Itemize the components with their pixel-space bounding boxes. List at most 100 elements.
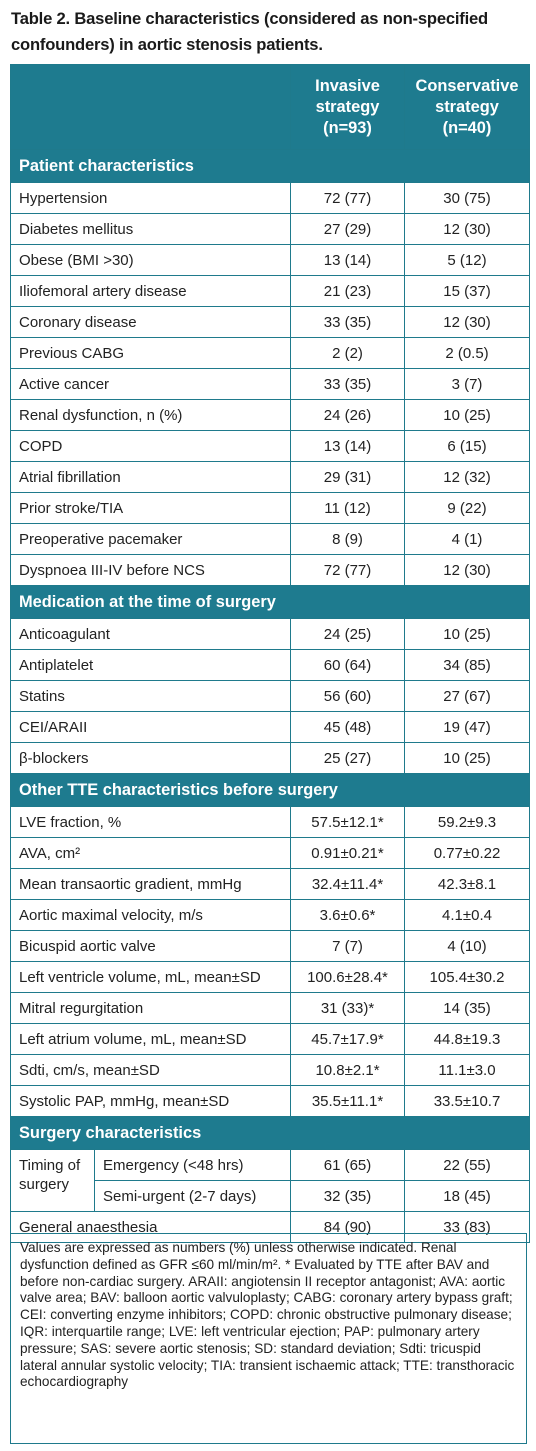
conservative-value: 9 (22) xyxy=(404,492,530,524)
invasive-value: 72 (77) xyxy=(290,182,405,214)
table-row: Mean transaortic gradient, mmHg 32.4±11.4… xyxy=(10,868,530,900)
table-row: Aortic maximal velocity, m/s 3.6±0.6* 4.1±… xyxy=(10,899,530,931)
conservative-value: 4 (1) xyxy=(404,523,530,555)
row-label: Left ventricle volume, mL, mean±SD xyxy=(10,961,291,993)
invasive-value: 27 (29) xyxy=(290,213,405,245)
conservative-value: 14 (35) xyxy=(404,992,530,1024)
conservative-value: 5 (12) xyxy=(404,244,530,276)
timing-group-cell: Timing of surgery xyxy=(10,1149,95,1212)
conservative-value: 12 (30) xyxy=(404,213,530,245)
table-row: Renal dysfunction, n (%) 24 (26) 10 (25) xyxy=(10,399,530,431)
row-label: Mean transaortic gradient, mmHg xyxy=(10,868,291,900)
invasive-value: 21 (23) xyxy=(290,275,405,307)
invasive-value: 10.8±2.1* xyxy=(290,1054,405,1086)
invasive-value: 13 (14) xyxy=(290,244,405,276)
conservative-value: 3 (7) xyxy=(404,368,530,400)
table-row: Hypertension 72 (77) 30 (75) xyxy=(10,182,530,214)
conservative-value: 2 (0.5) xyxy=(404,337,530,369)
row-label: LVE fraction, % xyxy=(10,806,291,838)
invasive-value: 100.6±28.4* xyxy=(290,961,405,993)
invasive-value: 60 (64) xyxy=(290,649,405,681)
invasive-value: 57.5±12.1* xyxy=(290,806,405,838)
row-label: Dyspnoea III-IV before NCS xyxy=(10,554,291,586)
invasive-value: 61 (65) xyxy=(290,1149,405,1181)
table-row: Previous CABG 2 (2) 2 (0.5) xyxy=(10,337,530,369)
table-row: Bicuspid aortic valve 7 (7) 4 (10) xyxy=(10,930,530,962)
invasive-value: 31 (33)* xyxy=(290,992,405,1024)
section-title: Patient characteristics xyxy=(10,149,530,183)
timing-group-label: Timing of surgery xyxy=(19,1157,81,1193)
conservative-value: 4 (10) xyxy=(404,930,530,962)
section-title: Other TTE characteristics before surgery xyxy=(10,773,530,807)
header-conservative: Conservative strategy (n=40) xyxy=(404,64,530,150)
table-row: Mitral regurgitation 31 (33)* 14 (35) xyxy=(10,992,530,1024)
invasive-value: 8 (9) xyxy=(290,523,405,555)
row-label: Iliofemoral artery disease xyxy=(10,275,291,307)
conservative-value: 12 (30) xyxy=(404,306,530,338)
invasive-value: 0.91±0.21* xyxy=(290,837,405,869)
conservative-value: 18 (45) xyxy=(404,1180,530,1212)
section-header-row: Surgery characteristics xyxy=(10,1116,530,1150)
invasive-value: 24 (25) xyxy=(290,618,405,650)
invasive-value: 56 (60) xyxy=(290,680,405,712)
table-row: Statins 56 (60) 27 (67) xyxy=(10,680,530,712)
conservative-value: 42.3±8.1 xyxy=(404,868,530,900)
conservative-value: 44.8±19.3 xyxy=(404,1023,530,1055)
row-label: Left atrium volume, mL, mean±SD xyxy=(10,1023,291,1055)
conservative-value: 15 (37) xyxy=(404,275,530,307)
conservative-value: 33.5±10.7 xyxy=(404,1085,530,1117)
section-header-row: Patient characteristics xyxy=(10,149,530,183)
table-row: Sdti, cm/s, mean±SD 10.8±2.1* 11.1±3.0 xyxy=(10,1054,530,1086)
conservative-value: 6 (15) xyxy=(404,430,530,462)
invasive-value: 32 (35) xyxy=(290,1180,405,1212)
row-label: Prior stroke/TIA xyxy=(10,492,291,524)
table-row: Dyspnoea III-IV before NCS 72 (77) 12 (30) xyxy=(10,554,530,586)
invasive-value: 35.5±11.1* xyxy=(290,1085,405,1117)
section-header-row: Medication at the time of surgery xyxy=(10,585,530,619)
invasive-value: 11 (12) xyxy=(290,492,405,524)
table-row: Preoperative pacemaker 8 (9) 4 (1) xyxy=(10,523,530,555)
conservative-value: 4.1±0.4 xyxy=(404,899,530,931)
invasive-value: 29 (31) xyxy=(290,461,405,493)
header-conservative-line3: (n=40) xyxy=(442,118,492,137)
conservative-value: 11.1±3.0 xyxy=(404,1054,530,1086)
table-row: Prior stroke/TIA 11 (12) 9 (22) xyxy=(10,492,530,524)
table-row: Coronary disease 33 (35) 12 (30) xyxy=(10,306,530,338)
invasive-value: 25 (27) xyxy=(290,742,405,774)
table-row: Left ventricle volume, mL, mean±SD 100.6±… xyxy=(10,961,530,993)
invasive-value: 33 (35) xyxy=(290,306,405,338)
invasive-value: 24 (26) xyxy=(290,399,405,431)
table-row: Systolic PAP, mmHg, mean±SD 35.5±11.1* 33.… xyxy=(10,1085,530,1117)
conservative-value: 22 (55) xyxy=(404,1149,530,1181)
invasive-value: 13 (14) xyxy=(290,430,405,462)
row-label: β-blockers xyxy=(10,742,291,774)
table-body: Patient characteristics Hypertension 72 (7… xyxy=(10,149,530,1243)
row-label: General anaesthesia xyxy=(10,1211,291,1243)
row-label: Atrial fibrillation xyxy=(10,461,291,493)
row-label: Anticoagulant xyxy=(10,618,291,650)
invasive-value: 3.6±0.6* xyxy=(290,899,405,931)
table-row: COPD 13 (14) 6 (15) xyxy=(10,430,530,462)
table-row: Atrial fibrillation 29 (31) 12 (32) xyxy=(10,461,530,493)
table-row: Antiplatelet 60 (64) 34 (85) xyxy=(10,649,530,681)
conservative-value: 19 (47) xyxy=(404,711,530,743)
conservative-value: 12 (30) xyxy=(404,554,530,586)
table-row: Semi-urgent (2-7 days) 32 (35) 18 (45) xyxy=(11,1180,530,1212)
invasive-value: 45.7±17.9* xyxy=(290,1023,405,1055)
row-label: Renal dysfunction, n (%) xyxy=(10,399,291,431)
invasive-value: 72 (77) xyxy=(290,554,405,586)
conservative-value: 30 (75) xyxy=(404,182,530,214)
row-label: Aortic maximal velocity, m/s xyxy=(10,899,291,931)
table-row: LVE fraction, % 57.5±12.1* 59.2±9.3 xyxy=(10,806,530,838)
row-label: Diabetes mellitus xyxy=(10,213,291,245)
row-label: Active cancer xyxy=(10,368,291,400)
header-invasive-line2: strategy xyxy=(315,97,380,116)
table-row: Left atrium volume, mL, mean±SD 45.7±17.9… xyxy=(10,1023,530,1055)
invasive-value: 45 (48) xyxy=(290,711,405,743)
conservative-value: 0.77±0.22 xyxy=(404,837,530,869)
section-title: Surgery characteristics xyxy=(10,1116,530,1150)
table-row: Active cancer 33 (35) 3 (7) xyxy=(10,368,530,400)
row-label: Obese (BMI >30) xyxy=(10,244,291,276)
conservative-value: 34 (85) xyxy=(404,649,530,681)
